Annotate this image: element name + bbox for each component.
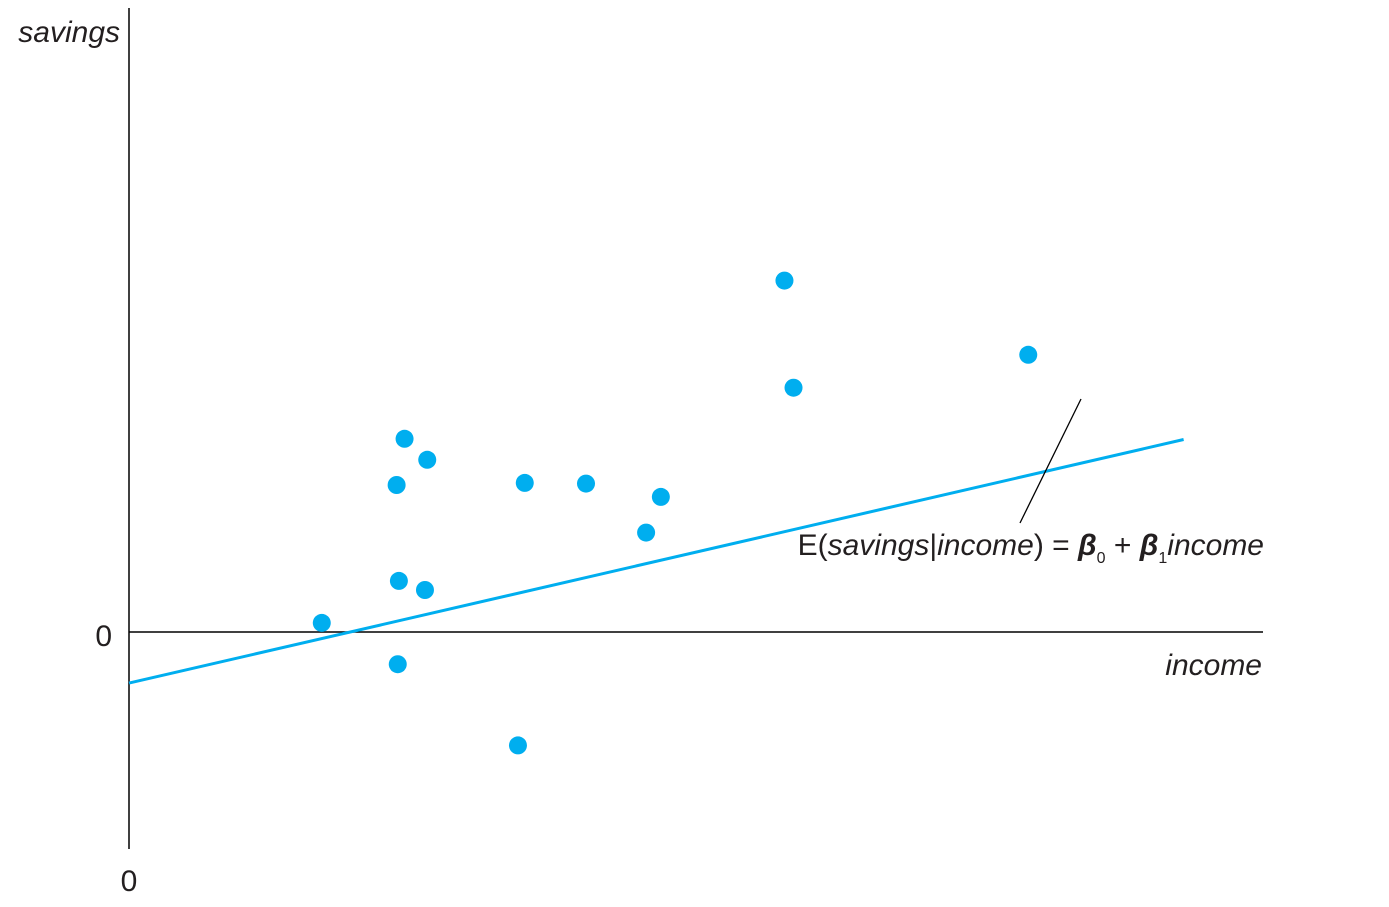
- eq-prefix: E(: [798, 529, 828, 562]
- eq-plus: +: [1106, 529, 1140, 562]
- eq-close: ) =: [1034, 529, 1078, 562]
- regression-line: [128, 438, 1184, 685]
- annotation-leader-line: [1019, 398, 1082, 524]
- data-point-5: [389, 571, 408, 590]
- y-origin-label: 0: [95, 620, 112, 653]
- data-point-10: [577, 474, 596, 493]
- data-point-15: [1019, 345, 1038, 364]
- data-point-1: [312, 613, 331, 632]
- regression-equation-label: E(savings|income) = β0 + β1income: [798, 529, 1264, 567]
- data-point-7: [388, 655, 407, 674]
- eq-beta1-sub: 1: [1158, 550, 1167, 567]
- eq-beta1: β: [1139, 529, 1159, 562]
- eq-beta0-sub: 0: [1097, 550, 1106, 567]
- data-point-13: [775, 271, 794, 290]
- eq-bar: |: [929, 529, 937, 562]
- eq-savings: savings: [828, 529, 930, 562]
- eq-income: income: [937, 529, 1034, 562]
- x-axis-label: income: [1165, 649, 1262, 682]
- data-point-14: [784, 378, 803, 397]
- data-point-3: [395, 429, 414, 448]
- eq-beta0: β: [1077, 529, 1097, 562]
- y-axis-label: savings: [18, 16, 120, 49]
- data-point-12: [651, 487, 670, 506]
- data-point-2: [387, 476, 406, 494]
- x-origin-label: 0: [121, 865, 138, 898]
- data-point-8: [508, 736, 527, 755]
- data-point-11: [637, 523, 656, 542]
- data-point-6: [415, 581, 434, 599]
- data-points: [312, 271, 1038, 755]
- data-point-4: [418, 450, 437, 469]
- data-point-9: [515, 473, 534, 492]
- eq-income-2: income: [1167, 529, 1264, 562]
